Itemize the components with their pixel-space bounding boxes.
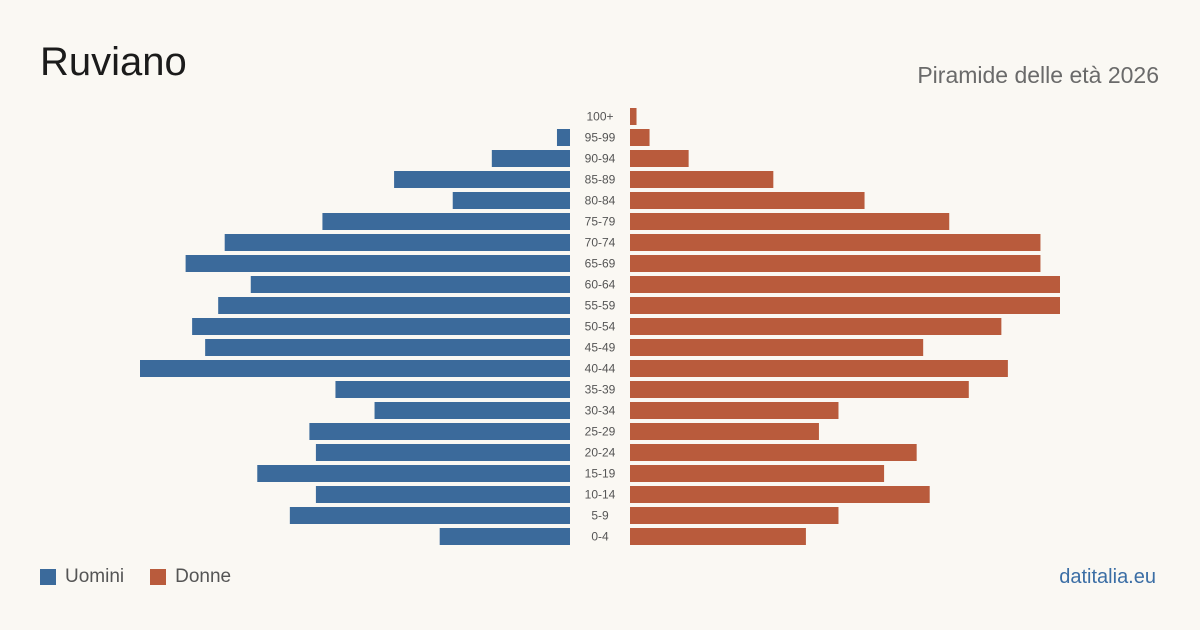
age-label-20-24: 20-24 bbox=[585, 446, 616, 460]
age-label-50-54: 50-54 bbox=[585, 320, 616, 334]
bar-women-10-14 bbox=[630, 486, 930, 503]
bar-men-30-34 bbox=[374, 402, 570, 419]
bar-women-75-79 bbox=[630, 213, 950, 230]
bar-men-75-79 bbox=[322, 213, 570, 230]
bar-women-65-69 bbox=[630, 255, 1041, 272]
age-label-80-84: 80-84 bbox=[585, 194, 616, 208]
bar-women-0-4 bbox=[630, 528, 806, 545]
chart-title: Ruviano bbox=[40, 40, 187, 84]
bar-women-50-54 bbox=[630, 318, 1002, 335]
legend: Uomini Donne bbox=[40, 566, 257, 588]
legend-label-women: Donne bbox=[175, 566, 232, 587]
bar-men-15-19 bbox=[257, 465, 570, 482]
bar-women-15-19 bbox=[630, 465, 885, 482]
bar-men-80-84 bbox=[452, 192, 570, 209]
bar-men-50-54 bbox=[192, 318, 570, 335]
age-label-60-64: 60-64 bbox=[585, 278, 616, 292]
bar-men-70-74 bbox=[224, 234, 571, 251]
bar-men-10-14 bbox=[315, 486, 570, 503]
age-label-35-39: 35-39 bbox=[585, 383, 616, 397]
age-label-40-44: 40-44 bbox=[585, 362, 616, 376]
bar-women-70-74 bbox=[630, 234, 1041, 251]
bar-women-85-89 bbox=[630, 171, 774, 188]
source-link[interactable]: datitalia.eu bbox=[1059, 566, 1156, 588]
bar-men-95-99 bbox=[556, 129, 570, 146]
legend-swatch-women bbox=[150, 569, 167, 585]
age-label-0-4: 0-4 bbox=[591, 530, 609, 544]
bar-women-30-34 bbox=[630, 402, 839, 419]
legend-item-men: Uomini bbox=[40, 566, 124, 588]
bar-women-35-39 bbox=[630, 381, 969, 398]
bar-men-5-9 bbox=[289, 507, 570, 524]
age-label-85-89: 85-89 bbox=[585, 173, 616, 187]
bar-men-35-39 bbox=[335, 381, 570, 398]
bar-men-65-69 bbox=[185, 255, 570, 272]
bar-men-85-89 bbox=[394, 171, 570, 188]
bar-women-40-44 bbox=[630, 360, 1008, 377]
bar-women-90-94 bbox=[630, 150, 689, 167]
age-label-55-59: 55-59 bbox=[585, 299, 616, 313]
bar-women-45-49 bbox=[630, 339, 924, 356]
age-label-100+: 100+ bbox=[586, 110, 613, 124]
age-label-90-94: 90-94 bbox=[585, 152, 616, 166]
legend-swatch-men bbox=[40, 569, 56, 585]
bar-men-45-49 bbox=[205, 339, 570, 356]
age-label-70-74: 70-74 bbox=[585, 236, 616, 250]
bar-women-100+ bbox=[630, 108, 637, 125]
bar-women-25-29 bbox=[630, 423, 819, 440]
age-label-30-34: 30-34 bbox=[585, 404, 616, 418]
age-label-15-19: 15-19 bbox=[585, 467, 616, 481]
age-label-45-49: 45-49 bbox=[585, 341, 616, 355]
age-label-65-69: 65-69 bbox=[585, 257, 616, 271]
bar-men-0-4 bbox=[439, 528, 570, 545]
bar-men-60-64 bbox=[250, 276, 570, 293]
bar-women-5-9 bbox=[630, 507, 839, 524]
bar-women-60-64 bbox=[630, 276, 1060, 293]
age-label-5-9: 5-9 bbox=[591, 509, 609, 523]
age-label-25-29: 25-29 bbox=[585, 425, 616, 439]
bar-men-25-29 bbox=[309, 423, 570, 440]
legend-label-men: Uomini bbox=[65, 566, 125, 587]
bar-men-20-24 bbox=[315, 444, 570, 461]
bar-men-90-94 bbox=[491, 150, 570, 167]
legend-item-women: Donne bbox=[150, 566, 231, 588]
bar-women-95-99 bbox=[630, 129, 650, 146]
bar-women-55-59 bbox=[630, 297, 1060, 314]
age-label-95-99: 95-99 bbox=[585, 131, 616, 145]
bar-men-55-59 bbox=[218, 297, 570, 314]
bar-women-20-24 bbox=[630, 444, 917, 461]
bar-women-80-84 bbox=[630, 192, 865, 209]
age-label-75-79: 75-79 bbox=[585, 215, 616, 229]
age-label-10-14: 10-14 bbox=[585, 488, 616, 502]
bar-men-40-44 bbox=[140, 360, 570, 377]
chart-subtitle: Piramide delle età 2026 bbox=[917, 62, 1159, 88]
